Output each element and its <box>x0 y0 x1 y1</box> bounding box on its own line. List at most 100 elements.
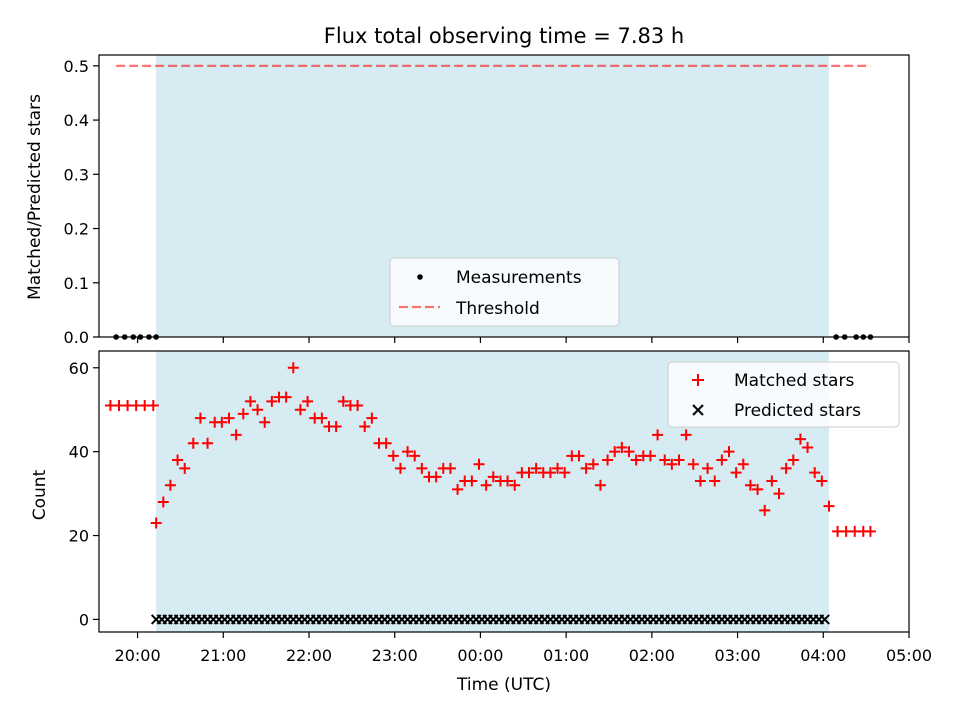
matched-star-marker <box>773 488 785 500</box>
matched-star-marker <box>194 412 206 424</box>
x-tick-label: 04:00 <box>800 646 846 665</box>
x-axis-label: Time (UTC) <box>456 675 551 695</box>
legend-marker-measurements <box>417 274 423 280</box>
x-tick-label: 23:00 <box>372 646 418 665</box>
matched-star-marker <box>187 437 199 449</box>
matched-star-marker <box>737 458 749 470</box>
matched-star-marker <box>823 500 835 512</box>
matched-star-marker <box>409 450 421 462</box>
y-tick-label: 60 <box>69 359 89 378</box>
matched-star-marker <box>150 517 162 529</box>
x-tick-label: 02:00 <box>629 646 675 665</box>
x-tick-label: 22:00 <box>286 646 332 665</box>
matched-star-marker <box>502 475 514 487</box>
matched-star-marker <box>157 496 169 508</box>
matched-star-marker <box>352 400 364 412</box>
matched-star-marker <box>230 429 242 441</box>
matched-star-marker <box>723 446 735 458</box>
matched-star-marker <box>816 475 828 487</box>
x-tick-label: 03:00 <box>715 646 761 665</box>
x-tick-label: 00:00 <box>457 646 503 665</box>
matched-star-marker <box>787 454 799 466</box>
matched-star-marker <box>616 441 628 453</box>
legend-label-measurements: Measurements <box>456 268 582 288</box>
bottom-panel: 0 20 40 60 20:00 21:00 22:00 23:00 00:00 01:00 02:… <box>69 350 932 665</box>
legend-label-threshold: Threshold <box>455 299 540 319</box>
matched-star-marker <box>666 458 678 470</box>
matched-star-marker <box>652 429 664 441</box>
matched-star-marker <box>223 412 235 424</box>
matched-star-marker <box>316 412 328 424</box>
bottom-y-axis-label: Count <box>30 469 50 520</box>
matched-star-marker <box>402 446 414 458</box>
legend-marker-predicted <box>692 404 704 416</box>
matched-star-marker <box>244 395 256 407</box>
matched-star-marker <box>580 462 592 474</box>
legend-label-predicted: Predicted stars <box>734 401 861 421</box>
y-tick-label: 20 <box>69 527 89 546</box>
matched-star-marker <box>164 479 176 491</box>
matched-star-marker <box>573 450 585 462</box>
matched-star-marker <box>266 395 278 407</box>
y-tick-label: 0.0 <box>64 328 89 347</box>
top-panel: 0.0 0.1 0.2 0.3 0.4 0.5 Measurements Threshold <box>64 54 910 347</box>
matched-star-marker <box>623 446 635 458</box>
matched-star-marker <box>452 483 464 495</box>
matched-star-marker <box>694 475 706 487</box>
matched-star-marker <box>387 450 399 462</box>
matched-star-marker <box>864 525 876 537</box>
matched-star-marker <box>509 479 521 491</box>
matched-star-marker <box>752 483 764 495</box>
y-tick-label: 0.5 <box>64 57 89 76</box>
matched-star-marker <box>172 454 184 466</box>
matched-star-marker <box>744 479 756 491</box>
legend-box <box>667 361 900 428</box>
x-tick-label: 05:00 <box>886 646 932 665</box>
x-tick-label: 01:00 <box>543 646 589 665</box>
matched-star-marker <box>809 467 821 479</box>
matched-star-marker <box>366 412 378 424</box>
matched-star-marker <box>466 475 478 487</box>
matched-star-marker <box>544 467 556 479</box>
bottom-legend: Matched stars Predicted stars <box>667 361 900 428</box>
matched-star-marker <box>702 462 714 474</box>
matched-star-marker <box>480 479 492 491</box>
matched-star-marker <box>237 408 249 420</box>
matched-star-marker <box>380 437 392 449</box>
matched-star-marker <box>609 446 621 458</box>
matched-star-marker <box>473 458 485 470</box>
legend-marker-matched <box>692 374 704 386</box>
matched-star-marker <box>294 404 306 416</box>
matched-star-marker <box>416 462 428 474</box>
matched-star-marker <box>302 395 314 407</box>
matched-star-marker <box>730 467 742 479</box>
matched-star-marker <box>444 462 456 474</box>
matched-star-marker <box>602 454 614 466</box>
matched-star-marker <box>659 454 671 466</box>
matched-star-marker <box>252 404 264 416</box>
chart-title: Flux total observing time = 7.83 h <box>324 24 684 48</box>
legend-label-matched: Matched stars <box>734 371 854 391</box>
matched-star-marker <box>780 462 792 474</box>
matched-star-marker <box>430 471 442 483</box>
predicted-star-marker <box>819 614 830 625</box>
matched-star-marker <box>794 433 806 445</box>
matched-star-marker <box>330 420 342 432</box>
matched-star-marker <box>147 400 159 412</box>
matched-star-marker <box>202 437 214 449</box>
matched-star-marker <box>594 479 606 491</box>
matched-star-marker <box>630 454 642 466</box>
bottom-axes-frame <box>98 350 910 633</box>
legend-box <box>389 257 620 327</box>
top-y-axis-label: Matched/Predicted stars <box>25 94 45 300</box>
matched-star-marker <box>394 462 406 474</box>
matched-star-marker <box>280 391 292 403</box>
matched-star-marker <box>530 462 542 474</box>
y-tick-label: 0.4 <box>64 111 89 130</box>
matched-star-marker <box>759 504 771 516</box>
top-legend: Measurements Threshold <box>389 257 620 327</box>
matched-star-marker <box>552 462 564 474</box>
matched-star-marker <box>287 362 299 374</box>
matched-star-marker <box>680 429 692 441</box>
